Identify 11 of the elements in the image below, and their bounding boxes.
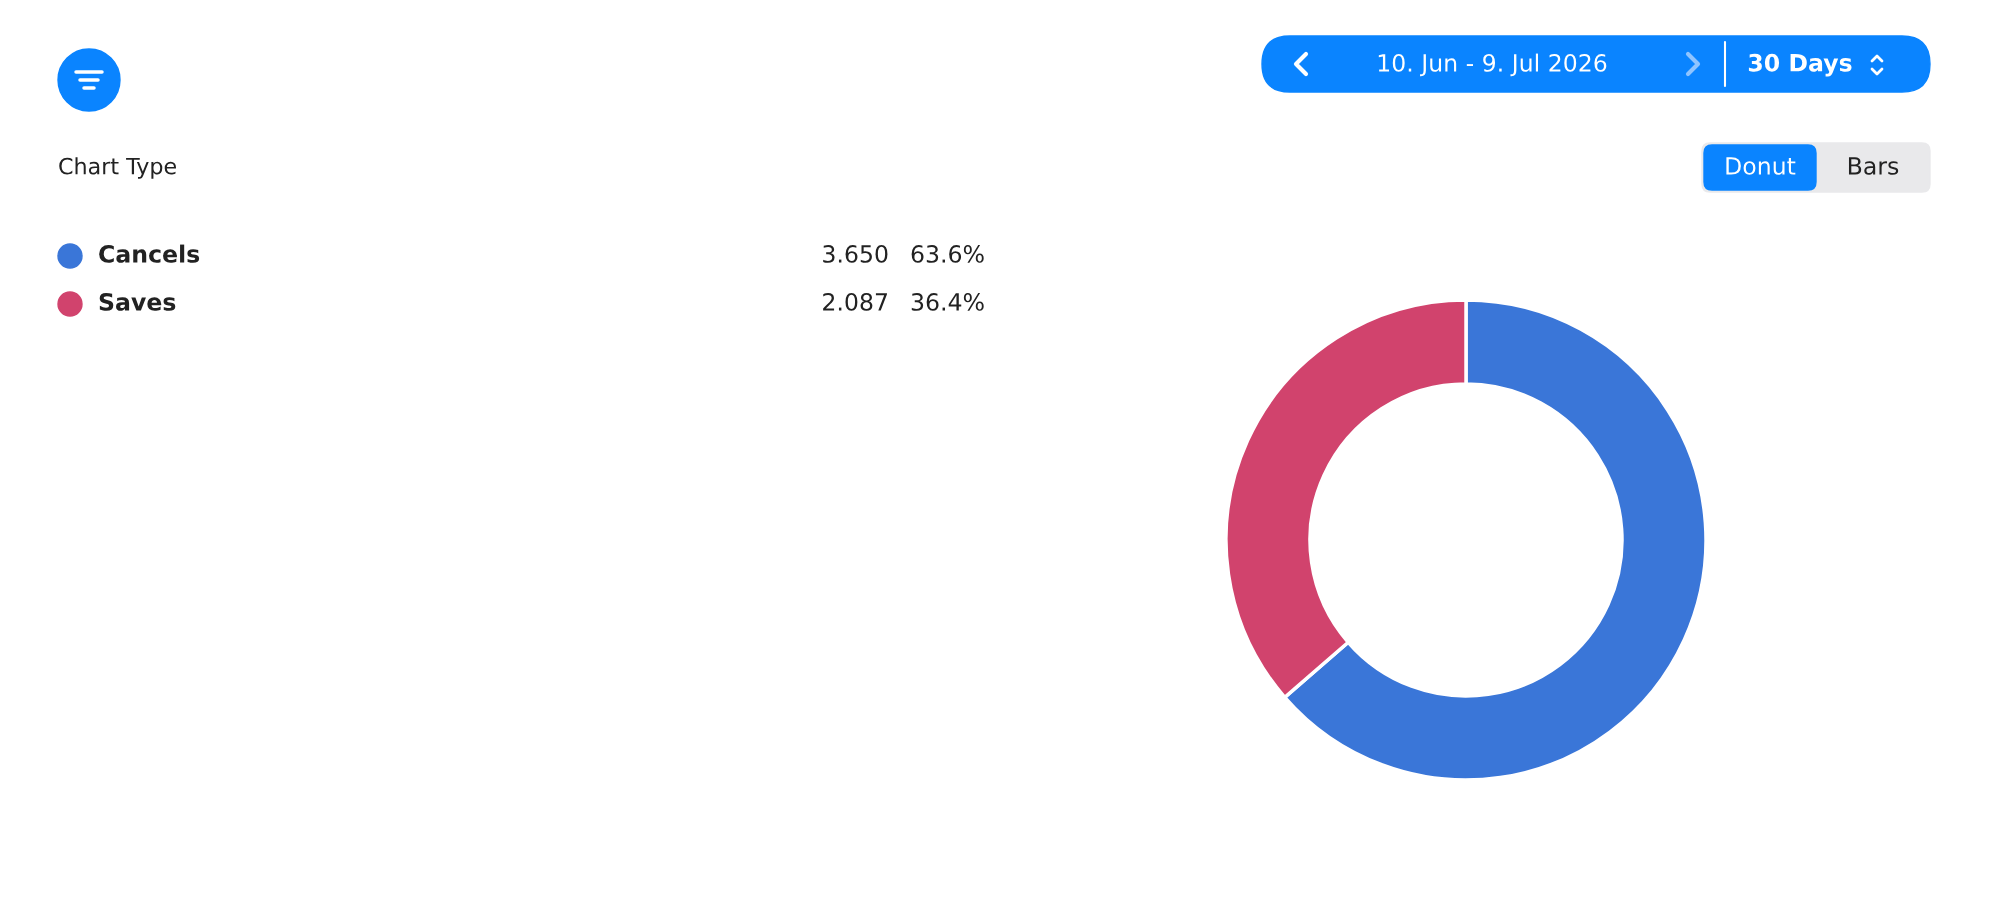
text: 36.4% xyxy=(911,292,984,311)
text: Donut xyxy=(1726,157,1796,175)
text: Bars xyxy=(1848,157,1899,175)
legend-label: Saves xyxy=(99,292,176,311)
data-label: 3.650 xyxy=(823,244,888,263)
text: 63.6% xyxy=(911,244,984,263)
text: 30 Days xyxy=(1748,53,1852,77)
text: Chart Type xyxy=(59,157,176,179)
data-label: 2.087 xyxy=(823,292,887,311)
legend-label: Cancels xyxy=(99,244,200,263)
text: 10. Jun - 9. Jul 2026 xyxy=(1378,53,1607,77)
